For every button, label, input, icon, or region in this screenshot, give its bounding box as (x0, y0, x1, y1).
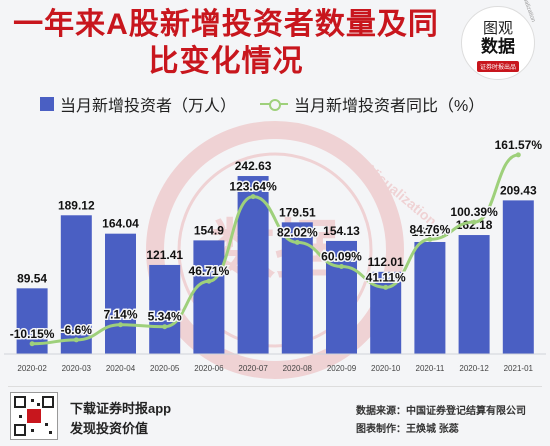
yoy-point-2020-06 (206, 278, 212, 284)
chart-author: 图表制作：王焕城 张蕊 (356, 424, 459, 435)
bar-label: 209.43 (500, 183, 537, 197)
chart-canvas: 数据 Data Visualization 89.54189.12164.041… (4, 121, 546, 379)
yoy-point-2020-05 (162, 324, 168, 330)
yoy-label: -10.15% (10, 327, 55, 341)
app-promo-line2: 发现投资价值 (70, 421, 149, 436)
bar-2021-01 (502, 200, 534, 354)
x-tick-label: 2020-10 (371, 364, 401, 373)
yoy-label: 60.09% (321, 250, 362, 264)
watermark-ring (146, 121, 404, 379)
yoy-label: 7.14% (103, 308, 137, 322)
qr-code[interactable] (10, 392, 58, 440)
title-line-2: 比变化情况 (148, 45, 304, 78)
x-tick-label: 2021-01 (504, 364, 534, 373)
x-tick-label: 2020-11 (416, 364, 445, 373)
x-tick-label: 2020-12 (459, 364, 489, 373)
bar-label: 189.12 (58, 198, 95, 212)
yoy-label: 41.11% (366, 270, 406, 284)
bar-label: 112.01 (368, 255, 404, 269)
yoy-point-2020-07 (250, 194, 256, 200)
yoy-point-2020-02 (29, 341, 35, 347)
bar-label: 154.9 (194, 223, 224, 237)
bar-label: 152.71 (412, 225, 449, 239)
yoy-label: 5.34% (148, 310, 182, 324)
logo-sub-text: 证券时报出品 (476, 61, 519, 72)
x-tick-label: 2020-02 (17, 364, 47, 373)
bar-label: 121.41 (146, 248, 183, 262)
legend-line-label: 当月新增投资者同比（%） (294, 98, 485, 115)
bar-2020-09 (326, 240, 357, 354)
yoy-point-2020-09 (339, 264, 344, 270)
data-source: 数据来源：中国证券登记结算有限公司 (356, 406, 526, 417)
bar-label: 164.04 (102, 217, 139, 231)
logo-main-text: 数据 (481, 37, 515, 56)
yoy-label: 100.39% (450, 205, 498, 219)
yoy-label: 161.57% (495, 138, 543, 152)
x-tick-label: 2020-09 (327, 364, 357, 373)
yoy-point-2020-10 (383, 284, 389, 290)
brand-logo: 图观 数据 证券时报出品 Data Visualization (461, 0, 536, 80)
footer-divider (8, 386, 542, 387)
yoy-label: 123.64% (229, 180, 277, 194)
yoy-point-2021-01 (515, 152, 521, 158)
x-tick-label: 2020-08 (283, 364, 313, 373)
x-tick-label: 2020-05 (150, 364, 180, 373)
yoy-point-2020-08 (294, 239, 300, 245)
x-tick-label: 2020-06 (194, 364, 224, 373)
yoy-point-2020-03 (73, 337, 79, 343)
logo-top-text: 图观 (482, 20, 513, 37)
yoy-label: 82.02% (277, 225, 318, 239)
yoy-label: -6.6% (61, 323, 93, 337)
legend-bar-label: 当月新增投资者（万人） (60, 98, 237, 115)
x-tick-label: 2020-03 (62, 364, 92, 373)
watermark-center-text: 数据 (211, 214, 339, 286)
x-tick-label: 2020-04 (106, 364, 136, 373)
watermark-inner-ring (177, 152, 373, 348)
legend-bar-swatch (40, 97, 54, 111)
bar-label: 242.63 (235, 159, 272, 173)
bar-2020-06 (193, 240, 225, 354)
bar-label: 89.54 (17, 271, 47, 285)
yoy-point-2020-04 (118, 322, 123, 328)
bar-2020-12 (458, 235, 490, 354)
yoy-point-2020-12 (471, 219, 477, 225)
x-tick-label: 2020-07 (238, 364, 268, 373)
bar-2020-03 (60, 215, 92, 354)
bar-label: 154.13 (323, 224, 360, 238)
bar-2020-05 (149, 264, 181, 354)
yoy-label: 46.71% (189, 264, 230, 278)
bar-2020-11 (414, 241, 446, 354)
chart-title: 一年来A股新增投资者数量及同 比变化情况 (0, 6, 452, 80)
title-line-1: 一年来A股新增投资者数量及同 (13, 8, 439, 41)
bar-label: 162.18 (456, 218, 493, 232)
app-promo-line1: 下载证券时报app (70, 401, 172, 416)
yoy-label: 84.76% (410, 222, 451, 236)
legend-line-swatch (260, 97, 289, 111)
chart-legend: 当月新增投资者（万人） 当月新增投资者同比（%） (40, 92, 484, 116)
yoy-point-2020-11 (427, 236, 433, 242)
bar-2020-04 (105, 233, 136, 354)
bar-label: 179.51 (279, 205, 316, 219)
